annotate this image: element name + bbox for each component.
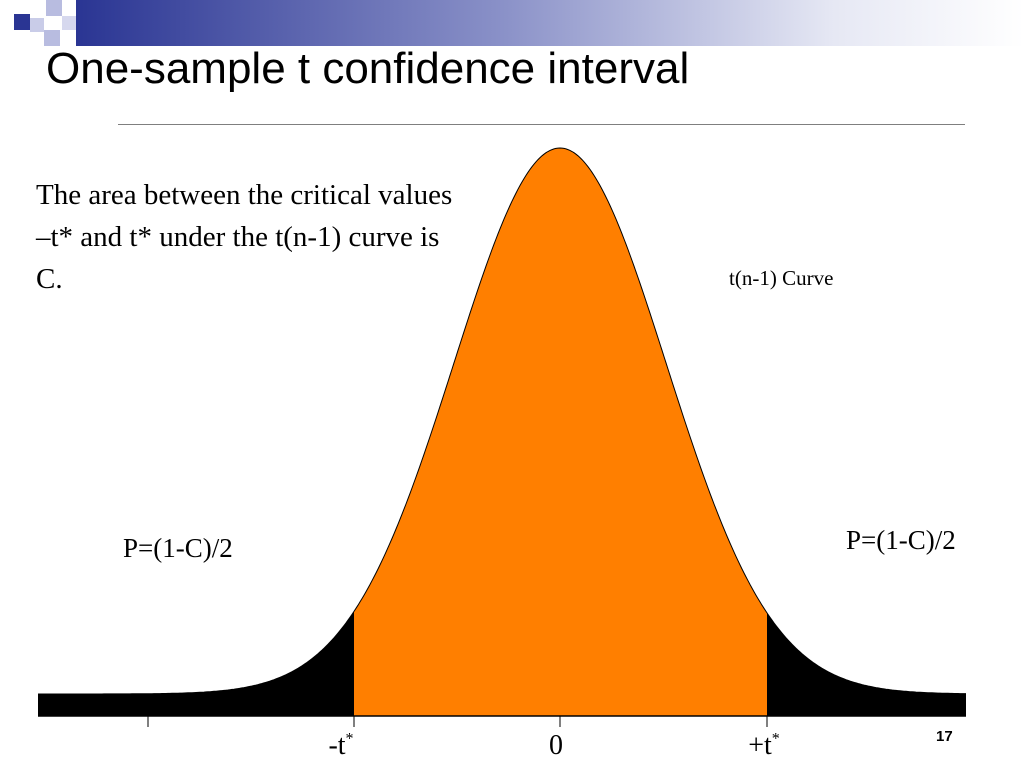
slide-title: One-sample t confidence interval [46,44,690,93]
title-rule [118,124,965,125]
t-curve-line [38,147,966,695]
deco-square-light [46,0,62,16]
deco-square-light [30,18,44,32]
zero-label: 0 [549,730,563,761]
curve-label: t(n-1) Curve [729,266,834,290]
right-tail-label: P=(1-C)/2 [846,525,956,555]
pos-tstar-label: +t* [748,730,780,761]
right-tail-area [767,612,966,716]
deco-square-light [62,16,76,30]
deco-square-light [44,30,60,46]
left-tail-area [38,611,354,716]
central-area-c [354,148,767,716]
neg-tstar-label: -t* [328,730,354,761]
left-tail-label: P=(1-C)/2 [123,533,233,563]
page-number: 17 [936,728,953,745]
deco-square-dark [14,14,30,30]
description-text: The area between the critical values –t*… [36,179,453,295]
title-bar [76,0,1024,46]
